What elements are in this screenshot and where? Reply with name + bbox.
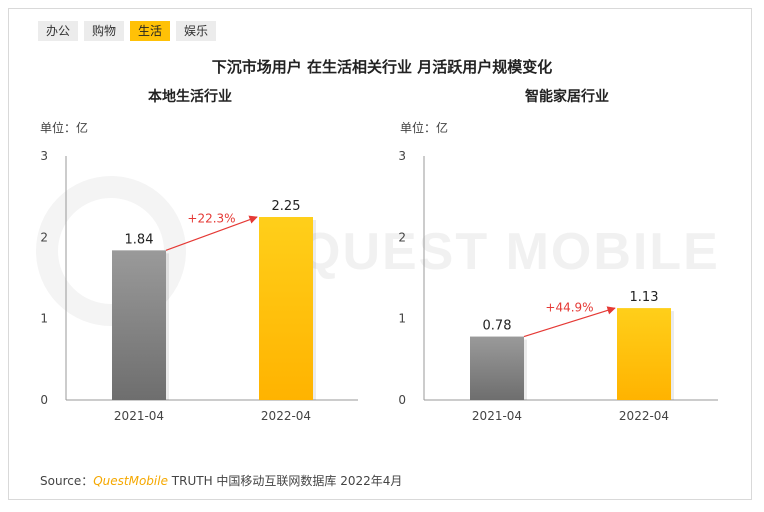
growth-arrow [523, 306, 616, 338]
bar-value-label: 0.78 [483, 319, 512, 334]
unit-label: 单位：亿 [40, 120, 88, 135]
source-prefix: Source： [40, 474, 94, 488]
source-note: Source：QuestMobile TRUTH 中国移动互联网数据库 2022… [40, 472, 402, 489]
x-tick-label: 2021-04 [114, 409, 164, 423]
unit-label: 单位：亿 [400, 120, 448, 135]
bar [259, 217, 313, 400]
y-tick-label: 1 [398, 312, 406, 326]
y-tick-label: 2 [40, 230, 48, 244]
tab-life[interactable]: 生活 [130, 21, 171, 41]
tab-office[interactable]: 办公 [38, 21, 79, 41]
y-tick-label: 3 [40, 149, 48, 163]
y-tick-label: 0 [40, 393, 48, 407]
growth-label: +22.3% [187, 212, 235, 226]
tab-entertainment[interactable]: 娱乐 [176, 21, 217, 41]
source-suffix: TRUTH 中国移动互联网数据库 2022年4月 [167, 474, 403, 488]
chart-title: 智能家居行业 [524, 88, 609, 105]
y-tick-label: 0 [398, 393, 406, 407]
x-tick-label: 2022-04 [619, 409, 669, 423]
growth-label: +44.9% [545, 300, 593, 314]
chart-title: 本地生活行业 [148, 88, 232, 105]
bar-value-label: 2.25 [272, 199, 301, 214]
bar [470, 336, 524, 400]
bar-value-label: 1.84 [125, 232, 154, 247]
watermark-text: QUEST MOBILE [300, 223, 720, 281]
page-title: 下沉市场用户 在生活相关行业 月活跃用户规模变化 [211, 58, 553, 76]
tab-shopping[interactable]: 购物 [84, 21, 125, 41]
y-tick-label: 1 [40, 312, 48, 326]
y-tick-label: 2 [398, 230, 406, 244]
bar [112, 250, 166, 400]
category-tabs: 办公 购物 生活 娱乐 [38, 21, 217, 41]
growth-arrow [165, 215, 258, 251]
x-tick-label: 2022-04 [261, 409, 311, 423]
x-tick-label: 2021-04 [472, 409, 522, 423]
y-tick-label: 3 [398, 149, 406, 163]
source-brand: QuestMobile [93, 474, 168, 488]
bar-value-label: 1.13 [630, 290, 659, 305]
bar [617, 308, 671, 400]
